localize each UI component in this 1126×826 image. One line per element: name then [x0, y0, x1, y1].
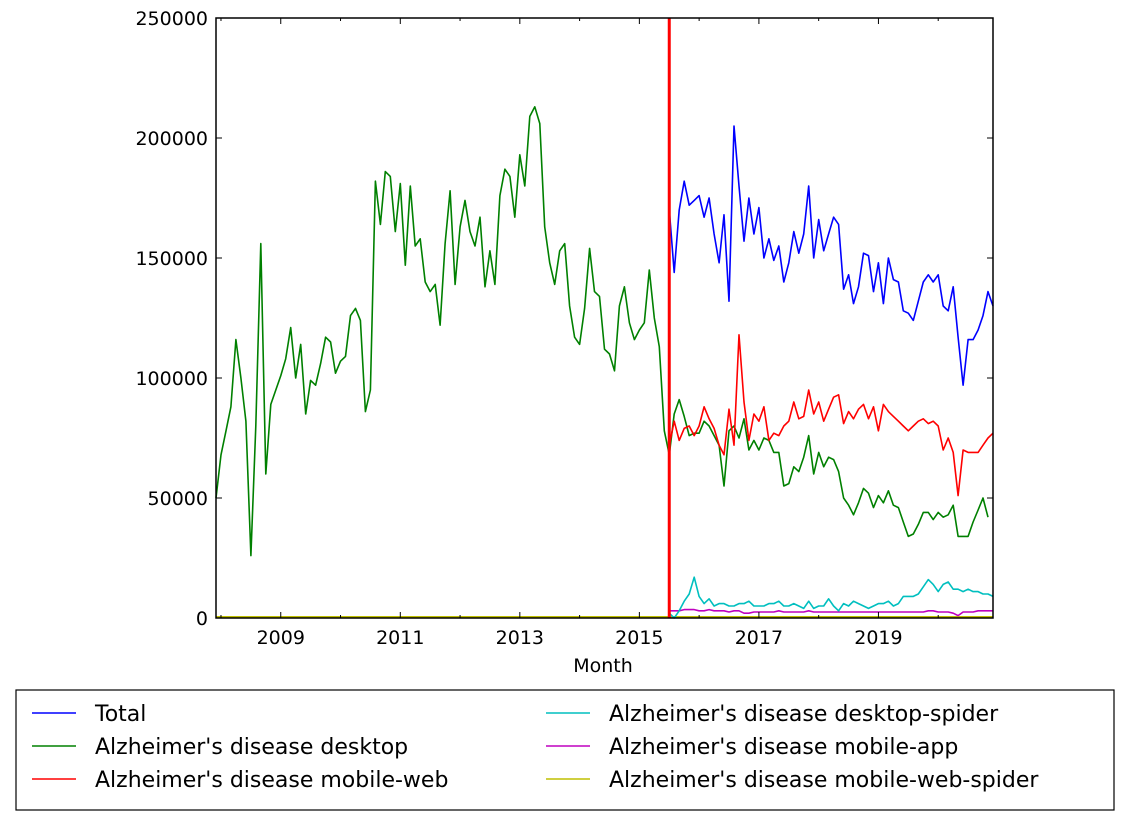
y-tick-label: 50000 — [148, 488, 208, 510]
legend-label: Alzheimer's disease desktop-spider — [609, 702, 999, 727]
x-tick-label: 2017 — [735, 627, 783, 649]
x-tick-label: 2019 — [854, 627, 902, 649]
x-tick-label: 2009 — [257, 627, 305, 649]
series-line-alzheimer-s-disease-desktop-spider — [668, 576, 994, 619]
series-line-alzheimer-s-disease-mobile-app — [669, 608, 993, 617]
legend-label: Alzheimer's disease mobile-web-spider — [609, 768, 1039, 793]
y-tick-label: 100000 — [135, 368, 208, 390]
x-axis: 2009 2011 2013 2015 2017 2019 — [220, 18, 939, 649]
y-tick-label: 250000 — [135, 8, 208, 30]
legend-label: Alzheimer's disease mobile-app — [609, 735, 958, 760]
legend-label: Alzheimer's disease desktop — [95, 735, 408, 760]
plot-frame — [215, 17, 994, 619]
legend-label: Total — [94, 702, 146, 727]
x-tick-label: 2013 — [496, 627, 544, 649]
legend-label: Alzheimer's disease mobile-web — [95, 768, 448, 793]
series-line-alzheimer-s-disease-mobile-web — [668, 333, 994, 497]
y-tick-label: 150000 — [135, 248, 208, 270]
chart-marks — [215, 18, 994, 619]
legend-frame — [15, 689, 1115, 811]
legend: Total Alzheimer's disease desktop Alzheime… — [15, 689, 1115, 811]
x-tick-label: 2015 — [615, 627, 663, 649]
y-tick-label: 0 — [196, 608, 208, 630]
series-line-total — [668, 125, 994, 618]
x-tick-label: 2011 — [376, 627, 424, 649]
x-axis-label: Month — [573, 655, 633, 677]
y-tick-label: 200000 — [135, 128, 208, 150]
y-axis: 0 50000 100000 150000 200000 250000 — [135, 8, 993, 630]
series-line-alzheimer-s-disease-desktop — [215, 106, 989, 557]
